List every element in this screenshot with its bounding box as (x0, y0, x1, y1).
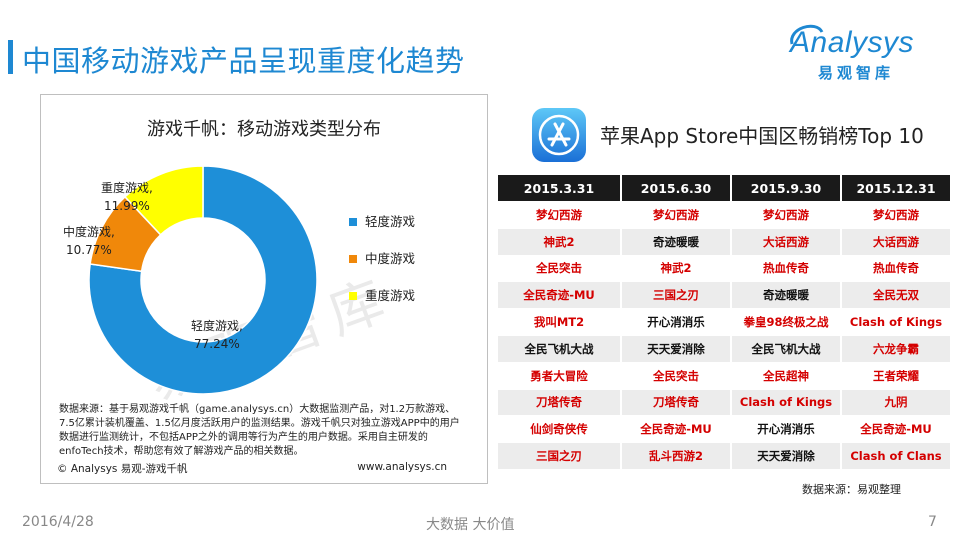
ranking-header-q4: 2015.12.31 (840, 175, 950, 201)
table-cell: 梦幻西游 (620, 201, 730, 228)
ranking-header-row: 2015.3.31 2015.6.30 2015.9.30 2015.12.31 (498, 175, 950, 201)
donut-slice-light (88, 165, 318, 395)
logo-wordmark: Analysys (790, 26, 915, 59)
legend-item-light: 轻度游戏 (349, 215, 415, 252)
page-number: 7 (928, 514, 937, 530)
table-row: 刀塔传奇 刀塔传奇 Clash of Kings 九阴 (498, 388, 950, 416)
chart-legend: 轻度游戏 中度游戏 重度游戏 (349, 215, 415, 326)
ranking-title: 苹果App Store中国区畅销榜Top 10 (600, 124, 924, 148)
table-cell: 天天爱消除 (730, 442, 840, 469)
table-row: 全民奇迹-MU 三国之刃 奇迹暖暖 全民无双 (498, 281, 950, 309)
table-row: 全民突击 神武2 热血传奇 热血传奇 (498, 254, 950, 282)
app-store-icon (532, 108, 586, 162)
table-cell: 全民奇迹-MU (840, 415, 950, 443)
chart-copyright: © Analysys 易观-游戏千帆 (57, 463, 188, 475)
legend-label-heavy: 重度游戏 (365, 288, 416, 303)
slice-label-medium-pct: 10.77% (66, 243, 112, 257)
table-cell: 刀塔传奇 (620, 388, 730, 416)
slice-label-heavy-pct: 11.99% (104, 199, 150, 213)
chart-panel: 游戏千帆：移动游戏类型分布 易观智库 重度游戏, 11.99% 中度游戏, 10… (40, 94, 488, 484)
title-accent-bar (8, 40, 13, 74)
slice-label-light: 轻度游戏, 77.24% (191, 317, 243, 353)
legend-label-light: 轻度游戏 (365, 214, 416, 229)
table-cell: 仙剑奇侠传 (498, 415, 620, 443)
table-cell: 神武2 (498, 227, 620, 255)
table-cell: 六龙争霸 (840, 334, 950, 362)
table-cell: 开心消消乐 (730, 415, 840, 443)
table-cell: 大话西游 (730, 227, 840, 255)
ranking-table: 2015.3.31 2015.6.30 2015.9.30 2015.12.31… (498, 175, 950, 469)
legend-item-heavy: 重度游戏 (349, 289, 415, 326)
table-row: 勇者大冒险 全民突击 全民超神 王者荣耀 (498, 361, 950, 389)
ranking-header-q1: 2015.3.31 (498, 175, 620, 201)
slice-label-heavy: 重度游戏, 11.99% (101, 179, 153, 215)
legend-swatch-light (349, 218, 357, 226)
page-title: 中国移动游戏产品呈现重度化趋势 (22, 44, 465, 78)
slice-label-light-pct: 77.24% (194, 337, 240, 351)
logo-chinese-name: 易观智库 (818, 64, 895, 82)
table-cell: 全民飞机大战 (730, 334, 840, 362)
table-cell: 梦幻西游 (730, 201, 840, 228)
table-cell: 我叫MT2 (498, 308, 620, 335)
table-cell: 全民突击 (620, 361, 730, 389)
table-cell: 全民奇迹-MU (498, 281, 620, 309)
ranking-source: 数据来源：易观整理 (802, 483, 901, 496)
ranking-table-body: 梦幻西游 梦幻西游 梦幻西游 梦幻西游 神武2 奇迹暖暖 大话西游 大话西游 全民突击 神武2 热血… (498, 201, 950, 469)
chart-site-url: www.analysys.cn (357, 461, 447, 473)
ranking-header-q3: 2015.9.30 (730, 175, 840, 201)
slice-label-heavy-name: 重度游戏, (101, 181, 153, 195)
slice-label-medium: 中度游戏, 10.77% (63, 223, 115, 259)
slice-label-medium-name: 中度游戏, (63, 225, 115, 239)
logo-swoosh-icon (790, 24, 824, 45)
table-cell: 开心消消乐 (620, 308, 730, 335)
legend-item-medium: 中度游戏 (349, 252, 415, 289)
legend-swatch-heavy (349, 292, 357, 300)
table-cell: Clash of Clans (840, 442, 950, 469)
table-row: 梦幻西游 梦幻西游 梦幻西游 梦幻西游 (498, 201, 950, 228)
table-cell: 九阴 (840, 388, 950, 416)
table-cell: 全民无双 (840, 281, 950, 309)
table-cell: 全民突击 (498, 254, 620, 282)
table-row: 神武2 奇迹暖暖 大话西游 大话西游 (498, 227, 950, 255)
table-cell: 热血传奇 (840, 254, 950, 282)
table-cell: 全民超神 (730, 361, 840, 389)
table-row: 三国之刃 乱斗西游2 天天爱消除 Clash of Clans (498, 442, 950, 469)
chart-title: 游戏千帆：移动游戏类型分布 (147, 119, 381, 140)
analysys-logo: Analysys 易观智库 (790, 24, 940, 86)
table-cell: 三国之刃 (498, 442, 620, 469)
table-row: 全民飞机大战 天天爱消除 全民飞机大战 六龙争霸 (498, 334, 950, 362)
footer-date: 2016/4/28 (22, 514, 94, 530)
legend-label-medium: 中度游戏 (365, 251, 416, 266)
table-cell: 梦幻西游 (498, 201, 620, 228)
table-row: 我叫MT2 开心消消乐 拳皇98终极之战 Clash of Kings (498, 308, 950, 335)
ranking-header-q2: 2015.6.30 (620, 175, 730, 201)
table-cell: Clash of Kings (840, 308, 950, 335)
table-cell: 奇迹暖暖 (620, 227, 730, 255)
table-cell: 勇者大冒险 (498, 361, 620, 389)
footer-slogan: 大数据 大价值 (426, 517, 515, 533)
table-cell: 热血传奇 (730, 254, 840, 282)
table-cell: 乱斗西游2 (620, 442, 730, 469)
table-cell: 神武2 (620, 254, 730, 282)
slice-label-light-name: 轻度游戏, (191, 319, 243, 333)
table-cell: Clash of Kings (730, 388, 840, 416)
table-cell: 王者荣耀 (840, 361, 950, 389)
table-cell: 刀塔传奇 (498, 388, 620, 416)
table-cell: 全民奇迹-MU (620, 415, 730, 443)
table-cell: 奇迹暖暖 (730, 281, 840, 309)
table-cell: 梦幻西游 (840, 201, 950, 228)
table-cell: 大话西游 (840, 227, 950, 255)
legend-swatch-medium (349, 255, 357, 263)
table-cell: 天天爱消除 (620, 334, 730, 362)
table-cell: 三国之刃 (620, 281, 730, 309)
donut-slice-heavy (123, 165, 204, 236)
table-row: 仙剑奇侠传 全民奇迹-MU 开心消消乐 全民奇迹-MU (498, 415, 950, 443)
chart-source-note: 数据来源：基于易观游戏千帆（game.analysys.cn）大数据监测产品，对… (59, 404, 460, 457)
donut-chart (88, 165, 318, 395)
table-cell: 拳皇98终极之战 (730, 308, 840, 335)
table-cell: 全民飞机大战 (498, 334, 620, 362)
